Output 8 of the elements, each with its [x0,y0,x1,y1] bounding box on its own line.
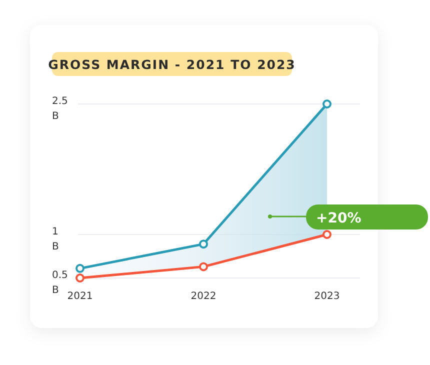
x-tick-label: 2021 [67,291,93,302]
x-tick-label: 2022 [190,291,216,302]
annotation: +20% [316,210,362,226]
y-tick-label: 2.5 B [52,96,68,122]
y-tick-label: 1 B [52,226,59,252]
x-tick-label: 2023 [314,291,340,302]
y-tick-label: 0.5 B [52,270,68,296]
chart-title: GROSS MARGIN - 2021 TO 2023 [48,57,296,72]
